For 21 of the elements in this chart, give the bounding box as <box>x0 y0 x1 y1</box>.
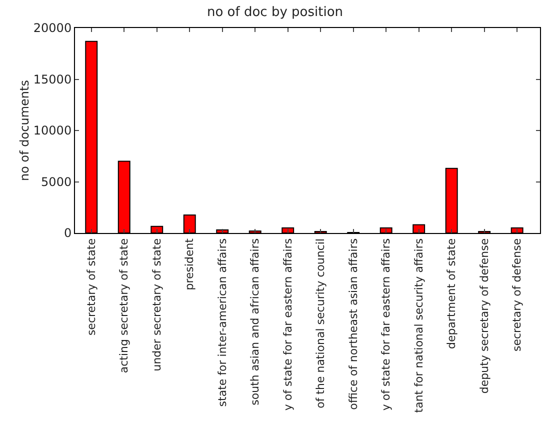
x-tick-label: president <box>183 238 196 290</box>
x-tick-label: y of state for far eastern affairs <box>380 238 393 411</box>
y-tick-label: 5000 <box>41 174 72 189</box>
x-tick-label: office of northeast asian affairs <box>346 238 360 410</box>
y-tick-label: 15000 <box>33 72 72 86</box>
x-tick-label: under secretary of state <box>150 238 164 372</box>
x-tick-label: secretary of defense <box>510 238 524 352</box>
x-tick-label: acting secretary of state <box>118 238 131 374</box>
chart-title: no of doc by position <box>206 4 344 20</box>
x-tick-label: of the national security council <box>314 238 328 408</box>
y-tick-label: 10000 <box>33 124 72 138</box>
x-tick-label: department of state <box>445 238 458 349</box>
y-axis-title: no of documents <box>17 80 32 181</box>
y-tick-label: 0 <box>64 226 72 240</box>
y-tick-label: 20000 <box>33 21 72 36</box>
x-tick-label: south asian and african affairs <box>248 238 262 406</box>
x-tick-label: state for inter-american affairs <box>216 238 229 407</box>
x-tick-label: secretary of state <box>84 238 98 336</box>
x-tick-label: y of state for far eastern affairs <box>281 238 294 411</box>
x-tick-label: tant for national security affairs <box>412 238 426 413</box>
x-tick-label: deputy secretary of defense <box>478 238 491 394</box>
